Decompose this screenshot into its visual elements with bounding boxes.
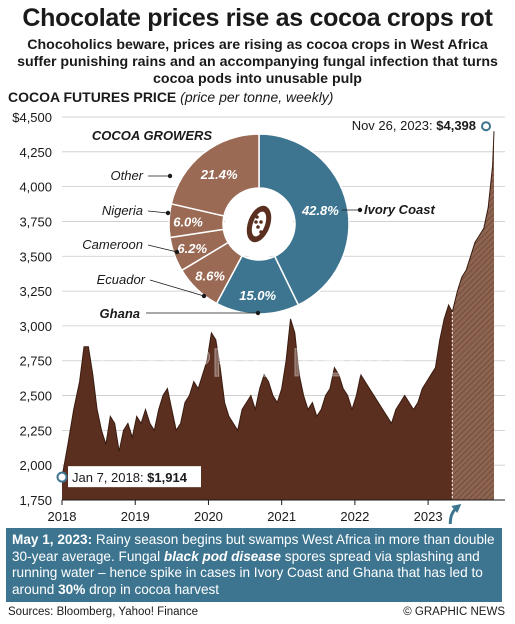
y-tick-label: 4,250 (19, 145, 52, 160)
price-area-highlight (452, 131, 495, 500)
leader-dot (201, 293, 207, 299)
pie-title: COCOA GROWERS (92, 128, 212, 143)
y-tick-label: 2,000 (19, 458, 52, 473)
watermark: GRAPHIC NEWS (98, 341, 411, 385)
x-tick-label: 2018 (48, 509, 77, 524)
start-point-marker (56, 471, 68, 483)
pie-value-label: 21.4% (200, 167, 238, 182)
start-annotation-label: Jan 7, 2018: (72, 470, 147, 485)
leader-dot (167, 173, 173, 179)
x-tick-label: 2020 (194, 509, 223, 524)
pie-value-label: 8.6% (195, 268, 225, 283)
leader-dot (357, 207, 363, 213)
pie-value-label: 15.0% (239, 288, 276, 303)
cocoa-pod-icon (225, 190, 293, 258)
note-date: May 1, 2023: (12, 532, 93, 547)
pie-name-label: Ecuador (97, 272, 146, 287)
cocoa-growers-pie: 42.8% 15.0% 8.6% 6.2% 6.0% 21.4% COCOA GROWERS… (82, 128, 435, 321)
pie-slice-other (170, 133, 260, 217)
chart-subtitle: Chocoholics beware, prices are rising as… (17, 37, 498, 87)
y-tick-label: 2,750 (19, 354, 52, 369)
section-label: COCOA FUTURES PRICE (price per tonne, we… (8, 89, 333, 105)
leader-dot (174, 249, 180, 255)
note-emphasis: black pod disease (163, 548, 281, 564)
arrow-head (451, 504, 462, 513)
pie-name-label: Ghana (100, 306, 140, 321)
y-tick-label: 3,250 (19, 284, 52, 299)
pie-name-label: Ivory Coast (364, 202, 435, 217)
y-tick-label: 2,250 (19, 423, 52, 438)
x-axis: 2018 2019 2020 2021 2022 2023 (48, 499, 505, 524)
price-line (61, 131, 495, 478)
copyright: © GRAPHIC NEWS (403, 606, 505, 618)
peak-annotation-value: $4,398 (436, 118, 476, 133)
pie-value-label: 42.8% (301, 203, 339, 218)
leader-line (149, 279, 205, 297)
leader-line (147, 210, 169, 214)
x-tick-label: 2023 (414, 509, 443, 524)
section-subtitle: (price per tonne, weekly) (180, 89, 334, 105)
start-annotation: Jan 7, 2018: $1,914 (72, 470, 188, 485)
y-tick-label: 2,500 (19, 389, 52, 404)
leader-dot (165, 210, 171, 216)
start-label-bg (68, 466, 201, 488)
pie-value-label: 6.2% (177, 241, 207, 256)
annotations: Jan 7, 2018: $1,914 Nov 26, 2023: $4,398 G… (56, 118, 492, 488)
peak-annotation: Nov 26, 2023: $4,398 (352, 118, 476, 133)
price-area (61, 131, 495, 525)
peak-point-marker (481, 121, 492, 132)
y-tick-label: 1,750 (19, 493, 52, 508)
start-annotation-value: $1,914 (147, 470, 188, 485)
leader-line (147, 244, 178, 253)
y-tick-label: 3,500 (19, 249, 52, 264)
pie-value-label: 6.0% (173, 214, 203, 229)
note-text-2: spores spread via splashing and running … (12, 548, 483, 597)
y-tick-label: 4,000 (19, 180, 52, 195)
y-tick-label: 3,000 (19, 319, 52, 334)
y-axis: $4,500 4,250 4,000 3,750 3,500 3,250 3,000 2,75… (12, 110, 52, 508)
pie-name-label: Cameroon (82, 237, 143, 252)
pie-name-label: Nigeria (102, 203, 143, 218)
sources: Sources: Bloomberg, Yahoo! Finance (8, 606, 199, 618)
peak-annotation-label: Nov 26, 2023: (352, 118, 437, 133)
chart-title: Chocolate prices rise as cocoa crops rot (22, 4, 493, 32)
leader-dot (255, 310, 261, 316)
pie-slice-ivory-coast (258, 133, 350, 306)
y-tick-label: $4,500 (12, 110, 52, 125)
note-text-1: Rainy season begins but swamps West Afri… (12, 532, 495, 564)
y-tick-label: 3,750 (19, 214, 52, 229)
rainy-season-note: May 1, 2023: Rainy season begins but swa… (6, 528, 502, 602)
pie-name-label: Other (110, 168, 143, 183)
x-tick-label: 2019 (121, 509, 150, 524)
note-text-3: drop in cocoa harvest (85, 581, 220, 597)
x-tick-label: 2022 (340, 509, 369, 524)
note-percent: 30% (58, 581, 86, 597)
x-tick-label: 2021 (267, 509, 296, 524)
section-title: COCOA FUTURES PRICE (8, 89, 177, 105)
